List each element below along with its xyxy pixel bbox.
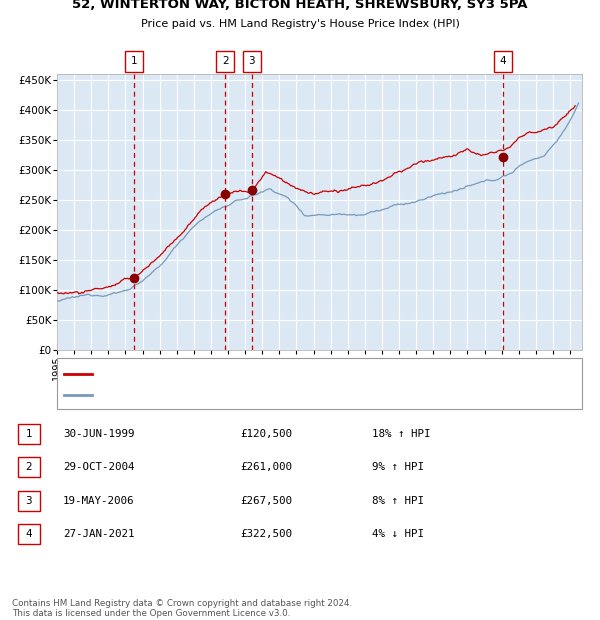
Text: 9% ↑ HPI: 9% ↑ HPI	[372, 463, 424, 472]
Text: £267,500: £267,500	[240, 496, 292, 506]
Text: 3: 3	[25, 496, 32, 506]
Text: 1: 1	[25, 429, 32, 439]
Text: Contains HM Land Registry data © Crown copyright and database right 2024.: Contains HM Land Registry data © Crown c…	[12, 600, 352, 608]
Text: 4: 4	[500, 56, 506, 66]
Text: £120,500: £120,500	[240, 429, 292, 439]
Text: HPI: Average price, detached house, Shropshire: HPI: Average price, detached house, Shro…	[96, 390, 329, 400]
Text: 3: 3	[248, 56, 255, 66]
Text: 4: 4	[25, 529, 32, 539]
Text: 1: 1	[131, 56, 137, 66]
Text: 8% ↑ HPI: 8% ↑ HPI	[372, 496, 424, 506]
Text: 2: 2	[222, 56, 229, 66]
Text: 30-JUN-1999: 30-JUN-1999	[63, 429, 134, 439]
Text: 27-JAN-2021: 27-JAN-2021	[63, 529, 134, 539]
Text: 29-OCT-2004: 29-OCT-2004	[63, 463, 134, 472]
Text: 52, WINTERTON WAY, BICTON HEATH, SHREWSBURY, SY3 5PA (detached house): 52, WINTERTON WAY, BICTON HEATH, SHREWSB…	[96, 369, 486, 379]
Text: 52, WINTERTON WAY, BICTON HEATH, SHREWSBURY, SY3 5PA: 52, WINTERTON WAY, BICTON HEATH, SHREWSB…	[72, 0, 528, 11]
Text: £261,000: £261,000	[240, 463, 292, 472]
Text: 2: 2	[25, 463, 32, 472]
Text: 19-MAY-2006: 19-MAY-2006	[63, 496, 134, 506]
Text: 18% ↑ HPI: 18% ↑ HPI	[372, 429, 431, 439]
Text: This data is licensed under the Open Government Licence v3.0.: This data is licensed under the Open Gov…	[12, 609, 290, 618]
Text: 4% ↓ HPI: 4% ↓ HPI	[372, 529, 424, 539]
Text: £322,500: £322,500	[240, 529, 292, 539]
Text: Price paid vs. HM Land Registry's House Price Index (HPI): Price paid vs. HM Land Registry's House …	[140, 19, 460, 29]
